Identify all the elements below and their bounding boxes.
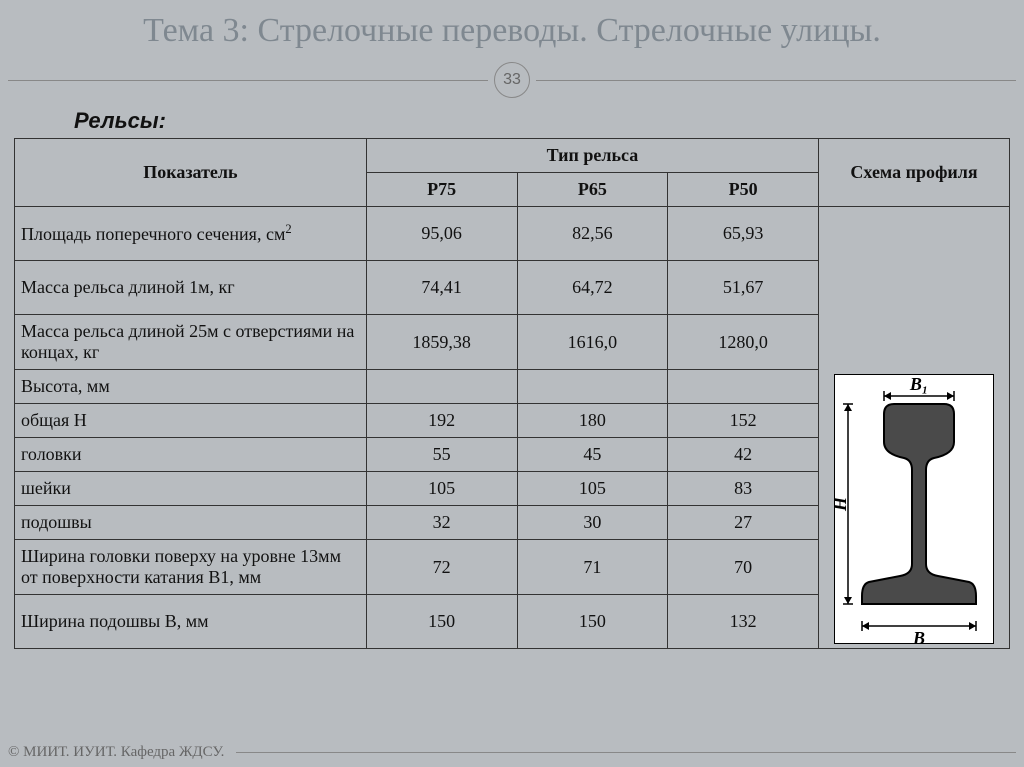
cell-value: 45 [517,438,668,472]
table-body: Площадь поперечного сечения, см295,0682,… [15,207,1010,649]
cell-value: 83 [668,472,819,506]
cell-value: 152 [668,404,819,438]
row-label: Масса рельса длиной 25м с отверстиями на… [15,315,367,370]
divider-line-right [536,80,1016,81]
table-row: Площадь поперечного сечения, см295,0682,… [15,207,1010,261]
cell-value: 64,72 [517,261,668,315]
cell-value: 74,41 [366,261,517,315]
footer-text: © МИИТ. ИУИТ. Кафедра ЖДСУ. [8,744,224,761]
cell-value [366,370,517,404]
page-number-circle: 33 [494,62,530,98]
title-divider: 33 [8,62,1016,98]
cell-value: 95,06 [366,207,517,261]
col-header-type-1: Р65 [517,173,668,207]
table-head: Показатель Тип рельса Схема профиля Р75Р… [15,139,1010,207]
section-label: Рельсы: [74,108,1010,134]
footer-line [236,752,1016,753]
col-header-indicator: Показатель [15,139,367,207]
col-header-type: Тип рельса [366,139,818,173]
col-header-type-2: Р50 [668,173,819,207]
content-area: Рельсы: Показатель Тип рельса Схема проф… [0,108,1024,649]
cell-value: 65,93 [668,207,819,261]
svg-text:B₁: B₁ [909,374,928,394]
cell-value: 1280,0 [668,315,819,370]
cell-value: 70 [668,540,819,595]
col-header-type-0: Р75 [366,173,517,207]
footer: © МИИТ. ИУИТ. Кафедра ЖДСУ. [8,744,1016,761]
cell-value: 42 [668,438,819,472]
svg-text:B: B [912,628,925,644]
slide: Тема 3: Стрелочные переводы. Стрелочные … [0,0,1024,767]
row-label: Масса рельса длиной 1м, кг [15,261,367,315]
row-label: Ширина подошвы В, мм [15,595,367,649]
row-label: общая Н [15,404,367,438]
row-label: Площадь поперечного сечения, см2 [15,207,367,261]
cell-value: 30 [517,506,668,540]
cell-value: 1616,0 [517,315,668,370]
table-header-row-1: Показатель Тип рельса Схема профиля [15,139,1010,173]
rail-profile-diagram: B₁ H B [834,374,994,644]
svg-text:H: H [834,496,850,512]
cell-value: 51,67 [668,261,819,315]
cell-value: 27 [668,506,819,540]
row-label: подошвы [15,506,367,540]
cell-value: 71 [517,540,668,595]
cell-value: 132 [668,595,819,649]
page-number: 33 [503,71,521,89]
row-label: головки [15,438,367,472]
cell-value [668,370,819,404]
row-label: шейки [15,472,367,506]
cell-value: 150 [366,595,517,649]
cell-value: 72 [366,540,517,595]
col-header-profile: Схема профиля [819,139,1010,207]
profile-cell: B₁ H B [819,207,1010,649]
slide-title: Тема 3: Стрелочные переводы. Стрелочные … [0,0,1024,58]
cell-value: 55 [366,438,517,472]
divider-line-left [8,80,488,81]
cell-value [517,370,668,404]
rails-table: Показатель Тип рельса Схема профиля Р75Р… [14,138,1010,649]
cell-value: 150 [517,595,668,649]
cell-value: 32 [366,506,517,540]
cell-value: 105 [366,472,517,506]
cell-value: 105 [517,472,668,506]
row-label: Высота, мм [15,370,367,404]
cell-value: 82,56 [517,207,668,261]
cell-value: 1859,38 [366,315,517,370]
row-label: Ширина головки поверху на уровне 13мм от… [15,540,367,595]
cell-value: 180 [517,404,668,438]
cell-value: 192 [366,404,517,438]
